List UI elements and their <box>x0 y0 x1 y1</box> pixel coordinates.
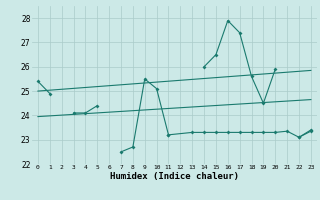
X-axis label: Humidex (Indice chaleur): Humidex (Indice chaleur) <box>110 172 239 181</box>
